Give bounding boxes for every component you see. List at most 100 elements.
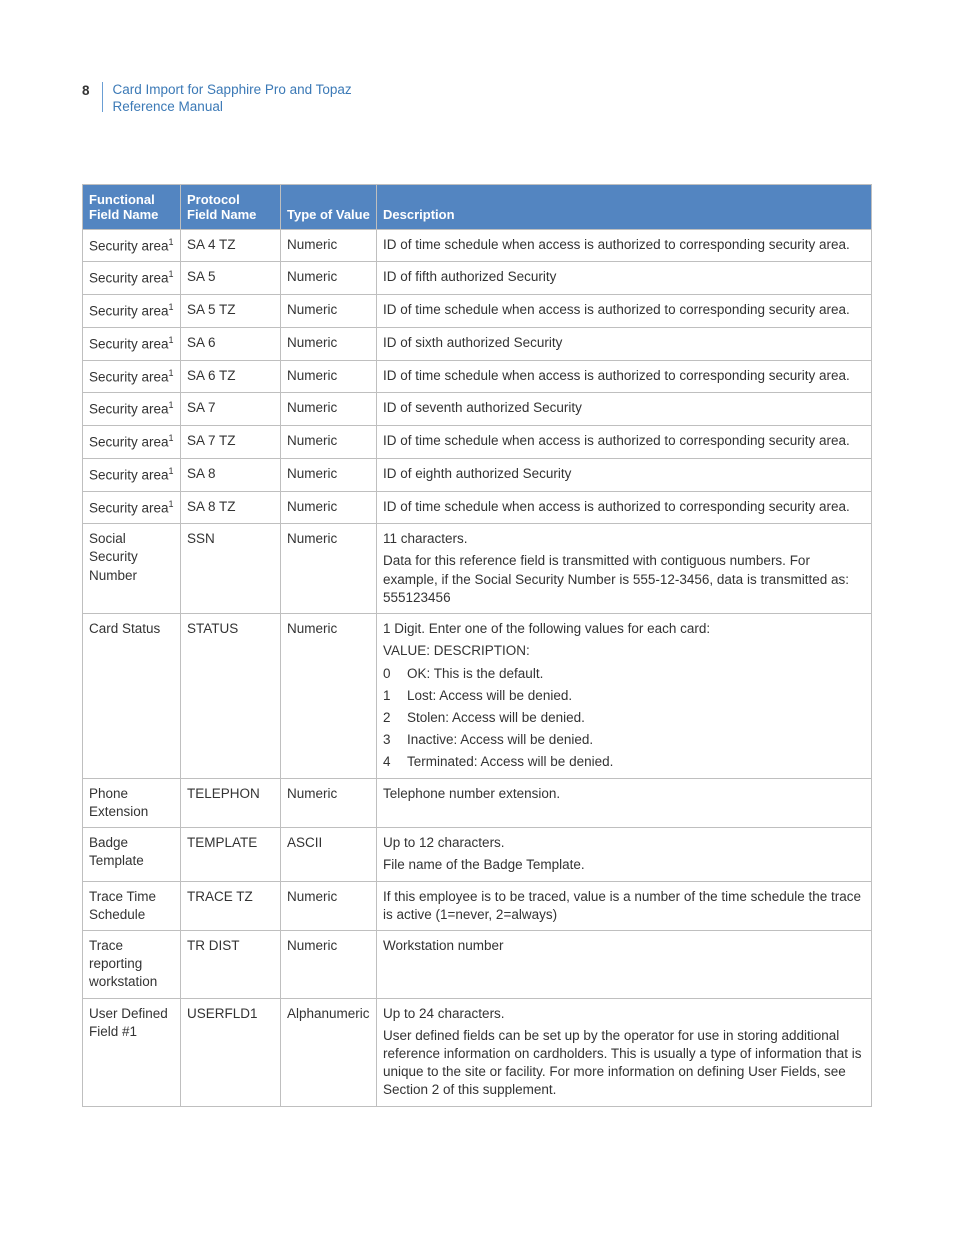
description-paragraph: File name of the Badge Template. [383, 856, 865, 874]
cell-protocol: TRACE TZ [181, 881, 281, 930]
cell-functional: Security area1 [83, 295, 181, 328]
table-row: Phone ExtensionTELEPHONNumeric Telephone … [83, 778, 872, 827]
cell-description: ID of time schedule when access is autho… [377, 229, 872, 262]
header-titles: Card Import for Sapphire Pro and Topaz R… [113, 82, 352, 116]
description-paragraph: Telephone number extension. [383, 785, 865, 803]
table-row: Badge TemplateTEMPLATEASCIIUp to 12 char… [83, 828, 872, 881]
description-paragraph: If this employee is to be traced, value … [383, 888, 865, 924]
cell-type: Numeric [281, 614, 377, 779]
cell-description: If this employee is to be traced, value … [377, 881, 872, 930]
table-row: Trace Time ScheduleTRACE TZNumericIf thi… [83, 881, 872, 930]
cell-type: Numeric [281, 426, 377, 459]
cell-description: ID of eighth authorized Security [377, 458, 872, 491]
description-paragraph: Workstation number [383, 937, 865, 955]
description-paragraph: Data for this reference field is transmi… [383, 552, 865, 607]
table-row: Security area1SA 6 TZNumericID of time s… [83, 360, 872, 393]
cell-protocol: SA 6 TZ [181, 360, 281, 393]
cell-description: Workstation number [377, 930, 872, 998]
description-paragraph: ID of time schedule when access is autho… [383, 432, 865, 450]
cell-type: Numeric [281, 524, 377, 614]
table-row: Trace reporting workstationTR DISTNumeri… [83, 930, 872, 998]
cell-protocol: SA 7 TZ [181, 426, 281, 459]
cell-type: ASCII [281, 828, 377, 881]
table-row: Security area1SA 8Numeric ID of eighth au… [83, 458, 872, 491]
cell-functional: Security area1 [83, 327, 181, 360]
cell-protocol: TR DIST [181, 930, 281, 998]
cell-type: Numeric [281, 491, 377, 524]
description-paragraph: User defined fields can be set up by the… [383, 1027, 865, 1100]
col-header-description: Description [377, 184, 872, 229]
cell-type: Numeric [281, 881, 377, 930]
cell-protocol: TEMPLATE [181, 828, 281, 881]
cell-protocol: SA 5 [181, 262, 281, 295]
table-row: Card StatusSTATUSNumeric 1 Digit. Enter o… [83, 614, 872, 779]
description-paragraph: 11 characters. [383, 530, 865, 548]
status-value-line: 4Terminated: Access will be denied. [383, 753, 865, 771]
description-paragraph: ID of time schedule when access is autho… [383, 498, 865, 516]
table-row: Social Security NumberSSNNumeric 11 chara… [83, 524, 872, 614]
cell-protocol: USERFLD1 [181, 998, 281, 1106]
description-paragraph: Up to 24 characters. [383, 1005, 865, 1023]
cell-type: Numeric [281, 360, 377, 393]
description-paragraph: 1 Digit. Enter one of the following valu… [383, 620, 865, 638]
cell-protocol: TELEPHON [181, 778, 281, 827]
cell-type: Numeric [281, 778, 377, 827]
cell-protocol: SA 8 TZ [181, 491, 281, 524]
doc-title: Card Import for Sapphire Pro and Topaz [113, 82, 352, 99]
cell-type: Numeric [281, 393, 377, 426]
cell-functional: Social Security Number [83, 524, 181, 614]
cell-functional: Security area1 [83, 229, 181, 262]
col-header-functional: Functional Field Name [83, 184, 181, 229]
cell-type: Alphanumeric [281, 998, 377, 1106]
description-paragraph: ID of fifth authorized Security [383, 268, 865, 286]
cell-functional: Trace Time Schedule [83, 881, 181, 930]
cell-functional: Security area1 [83, 393, 181, 426]
cell-type: Numeric [281, 458, 377, 491]
cell-functional: Security area1 [83, 360, 181, 393]
table-row: User Defined Field #1USERFLD1Alphanumeri… [83, 998, 872, 1106]
cell-protocol: SA 7 [181, 393, 281, 426]
cell-protocol: SSN [181, 524, 281, 614]
cell-description: ID of fifth authorized Security [377, 262, 872, 295]
page-number: 8 [82, 82, 100, 98]
cell-functional: Security area1 [83, 262, 181, 295]
fields-table: Functional Field Name Protocol Field Nam… [82, 184, 872, 1107]
col-header-protocol: Protocol Field Name [181, 184, 281, 229]
cell-description: Up to 24 characters. User defined fields … [377, 998, 872, 1106]
cell-type: Numeric [281, 295, 377, 328]
description-paragraph: VALUE: DESCRIPTION: [383, 642, 865, 660]
cell-description: Up to 12 characters.File name of the Bad… [377, 828, 872, 881]
cell-description: ID of time schedule when access is autho… [377, 426, 872, 459]
header-separator [102, 82, 103, 112]
table-row: Security area1SA 4 TZNumericID of time s… [83, 229, 872, 262]
cell-functional: Card Status [83, 614, 181, 779]
table-row: Security area1SA 8 TZNumeric ID of time s… [83, 491, 872, 524]
cell-protocol: SA 5 TZ [181, 295, 281, 328]
cell-protocol: STATUS [181, 614, 281, 779]
status-value-line: 2Stolen: Access will be denied. [383, 709, 865, 727]
table-body: Security area1SA 4 TZNumericID of time s… [83, 229, 872, 1106]
cell-type: Numeric [281, 327, 377, 360]
cell-protocol: SA 8 [181, 458, 281, 491]
cell-type: Numeric [281, 930, 377, 998]
cell-description: ID of sixth authorized Security [377, 327, 872, 360]
status-value-line: 1Lost: Access will be denied. [383, 687, 865, 705]
description-paragraph: ID of time schedule when access is autho… [383, 301, 865, 319]
cell-functional: Security area1 [83, 491, 181, 524]
cell-functional: User Defined Field #1 [83, 998, 181, 1106]
cell-description: Telephone number extension. [377, 778, 872, 827]
cell-functional: Phone Extension [83, 778, 181, 827]
cell-description: 1 Digit. Enter one of the following valu… [377, 614, 872, 779]
cell-description: ID of time schedule when access is autho… [377, 295, 872, 328]
cell-functional: Security area1 [83, 458, 181, 491]
cell-protocol: SA 6 [181, 327, 281, 360]
table-row: Security area1SA 7 TZNumericID of time s… [83, 426, 872, 459]
description-paragraph: ID of time schedule when access is autho… [383, 236, 865, 254]
description-paragraph: ID of eighth authorized Security [383, 465, 865, 483]
page: 8 Card Import for Sapphire Pro and Topaz… [0, 0, 954, 1235]
cell-description: ID of time schedule when access is autho… [377, 491, 872, 524]
cell-functional: Badge Template [83, 828, 181, 881]
table-row: Security area1SA 7NumericID of seventh a… [83, 393, 872, 426]
cell-description: ID of time schedule when access is autho… [377, 360, 872, 393]
description-paragraph: ID of sixth authorized Security [383, 334, 865, 352]
